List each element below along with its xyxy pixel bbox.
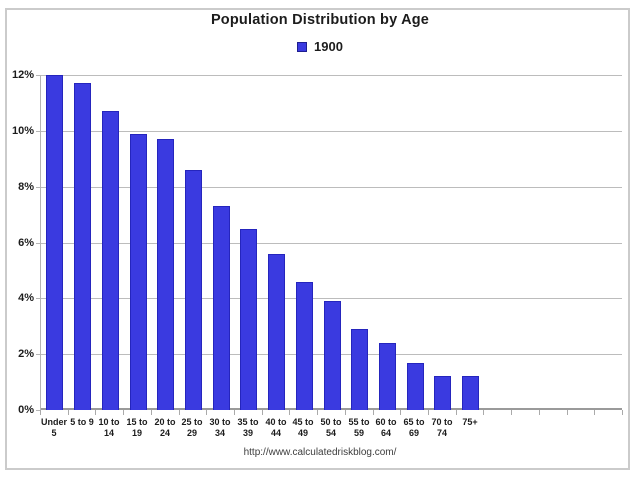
- x-tick-label-45-to-49: 45 to 49: [292, 417, 314, 438]
- y-tick-mark-0: [36, 410, 40, 411]
- x-tick-mark: [179, 410, 180, 415]
- y-tick-label-0: 0%: [18, 404, 34, 416]
- x-tick-mark: [289, 410, 290, 415]
- x-tick-label-20-to-24: 20 to 24: [154, 417, 176, 438]
- x-tick-mark: [594, 410, 595, 415]
- x-tick-mark: [567, 410, 568, 415]
- x-tick-mark: [373, 410, 374, 415]
- x-tick-mark: [483, 410, 484, 415]
- x-tick-mark: [511, 410, 512, 415]
- y-tick-mark-6: [36, 243, 40, 244]
- y-tick-mark-2: [36, 354, 40, 355]
- x-tick-mark: [345, 410, 346, 415]
- x-tick-label-30-to-34: 30 to 34: [209, 417, 231, 438]
- x-tick-label-35-to-39: 35 to 39: [237, 417, 259, 438]
- x-tick-mark: [539, 410, 540, 415]
- y-tick-label-10: 10%: [11, 124, 34, 137]
- x-tick-mark: [622, 410, 623, 415]
- bar-25-to-29: [185, 170, 202, 410]
- x-tick-mark: [206, 410, 207, 415]
- bar-50-to-54: [324, 301, 341, 410]
- bar-35-to-39: [240, 229, 257, 410]
- x-tick-mark: [123, 410, 124, 415]
- gridline-6: [41, 243, 622, 244]
- x-tick-mark: [456, 410, 457, 415]
- legend-swatch-icon: [297, 41, 308, 52]
- y-tick-mark-12: [36, 75, 40, 76]
- x-tick-label-65-to-69: 65 to 69: [403, 417, 425, 438]
- source-url: http://www.calculatedriskblog.com/: [243, 447, 397, 458]
- x-tick-mark: [234, 410, 235, 415]
- x-tick-mark: [68, 410, 69, 415]
- y-tick-label-8: 8%: [18, 180, 34, 193]
- x-tick-label-10-to-14: 10 to 14: [98, 417, 120, 438]
- chart-title: Population Distribution by Age: [210, 12, 430, 28]
- bar-45-to-49: [296, 282, 313, 410]
- x-tick-label-55-to-59: 55 to 59: [348, 417, 370, 438]
- x-tick-label-70-to-74: 70 to 74: [431, 417, 453, 438]
- y-tick-label-12: 12%: [11, 69, 34, 81]
- x-tick-mark: [262, 410, 263, 415]
- bar-75-: [462, 376, 479, 410]
- gridline-12: [41, 75, 622, 76]
- x-tick-mark: [151, 410, 152, 415]
- x-tick-mark: [40, 410, 41, 415]
- x-tick-label-60-to-64: 60 to 64: [375, 417, 397, 438]
- y-tick-label-2: 2%: [18, 348, 34, 361]
- x-tick-label-5-to-9: 5 to 9: [70, 417, 94, 427]
- gridline-8: [41, 187, 622, 188]
- gridline-4: [41, 298, 622, 299]
- x-tick-mark: [428, 410, 429, 415]
- y-tick-mark-10: [36, 131, 40, 132]
- bar-20-to-24: [157, 139, 174, 410]
- y-tick-label-4: 4%: [18, 292, 34, 305]
- gridline-10: [41, 131, 622, 132]
- y-tick-label-6: 6%: [18, 236, 34, 249]
- bar-55-to-59: [351, 329, 368, 410]
- y-tick-mark-8: [36, 187, 40, 188]
- bar-65-to-69: [407, 363, 424, 410]
- x-tick-label-under-5: Under 5: [40, 417, 67, 438]
- x-tick-mark: [95, 410, 96, 415]
- x-tick-label-25-to-29: 25 to 29: [181, 417, 203, 438]
- x-tick-mark: [400, 410, 401, 415]
- bar-15-to-19: [130, 134, 147, 410]
- x-tick-mark: [317, 410, 318, 415]
- bar-under-5: [46, 75, 63, 410]
- y-tick-mark-4: [36, 298, 40, 299]
- bar-10-to-14: [102, 111, 119, 410]
- x-tick-label-50-to-54: 50 to 54: [320, 417, 342, 438]
- x-tick-label-15-to-19: 15 to 19: [126, 417, 148, 438]
- plot-area: [40, 75, 622, 410]
- bar-30-to-34: [213, 206, 230, 410]
- bar-70-to-74: [434, 376, 451, 410]
- bar-60-to-64: [379, 343, 396, 410]
- legend-label: 1900: [314, 39, 343, 54]
- legend: 1900: [0, 39, 640, 54]
- x-tick-label-75-: 75+: [462, 417, 478, 427]
- x-tick-label-40-to-44: 40 to 44: [265, 417, 287, 438]
- bar-5-to-9: [74, 83, 91, 410]
- bar-40-to-44: [268, 254, 285, 410]
